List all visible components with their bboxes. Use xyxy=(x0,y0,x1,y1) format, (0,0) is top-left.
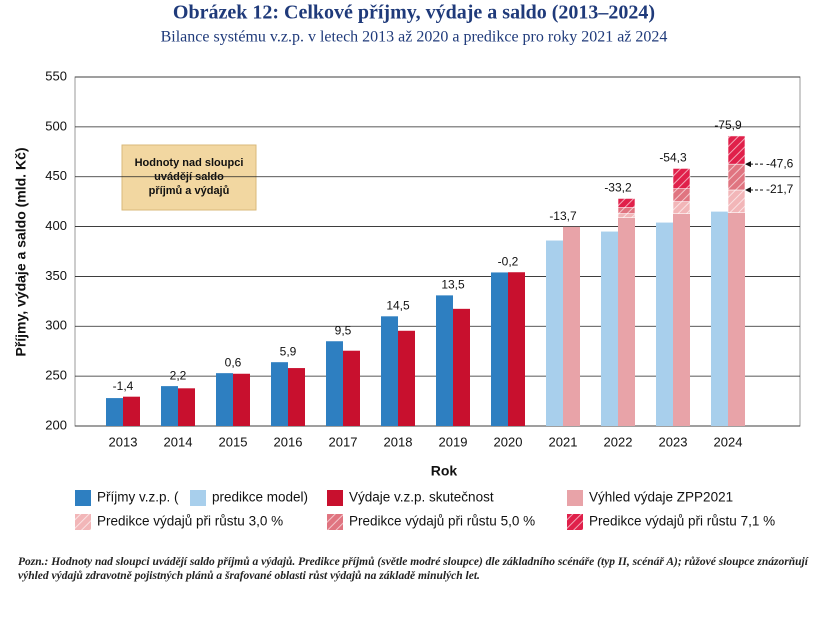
bar-segment xyxy=(178,388,195,426)
bar xyxy=(381,316,398,426)
bar-segment xyxy=(617,213,636,218)
annotation-label: -21,7 xyxy=(766,182,794,196)
annotation-label: -47,6 xyxy=(766,156,794,170)
y-tick-label: 450 xyxy=(45,168,67,183)
bar xyxy=(106,398,123,426)
bar-segment xyxy=(672,201,691,214)
bar-segment xyxy=(728,212,745,426)
x-tick-label: 2020 xyxy=(494,434,523,449)
x-tick-label: 2018 xyxy=(384,434,413,449)
bar xyxy=(491,272,508,426)
x-axis-label: Rok xyxy=(431,463,458,479)
legend-swatch xyxy=(327,490,343,506)
info-text: příjmů a výdajů xyxy=(149,185,230,197)
y-tick-label: 400 xyxy=(45,218,67,233)
bar-segment xyxy=(672,188,691,202)
y-tick-label: 300 xyxy=(45,318,67,333)
legend-label: Výhled výdaje ZPP2021 xyxy=(589,490,733,505)
data-label: 5,9 xyxy=(280,344,297,358)
legend-swatch xyxy=(567,514,583,530)
y-tick-label: 550 xyxy=(45,68,67,83)
bar-segment xyxy=(398,330,415,426)
bar-segment xyxy=(453,308,470,426)
x-tick-label: 2015 xyxy=(219,434,248,449)
info-text: Hodnoty nad sloupci xyxy=(135,157,244,169)
bar xyxy=(656,222,673,426)
footnote: Pozn.: Hodnoty nad sloupci uvádějí saldo… xyxy=(18,556,808,582)
bar xyxy=(436,295,453,426)
data-label: -33,2 xyxy=(604,181,632,195)
y-tick-label: 500 xyxy=(45,118,67,133)
y-tick-label: 350 xyxy=(45,268,67,283)
bar xyxy=(161,386,178,426)
y-tick-label: 250 xyxy=(45,368,67,383)
bar-segment xyxy=(727,135,746,165)
data-label: 14,5 xyxy=(386,298,410,312)
bar-segment xyxy=(233,373,250,426)
x-tick-label: 2022 xyxy=(604,434,633,449)
x-tick-label: 2019 xyxy=(439,434,468,449)
legend-label: Výdaje v.z.p. skutečnost xyxy=(349,490,494,505)
y-tick-label: 200 xyxy=(45,417,67,432)
data-label: 13,5 xyxy=(441,278,465,292)
chart-subtitle: Bilance systému v.z.p. v letech 2013 až … xyxy=(161,29,668,46)
bar-segment xyxy=(727,163,746,191)
bar-segment xyxy=(617,198,636,208)
bar-segment xyxy=(343,350,360,426)
bar-segment xyxy=(672,168,691,189)
legend-swatch xyxy=(567,490,583,506)
data-label: -0,2 xyxy=(498,254,519,268)
data-label: -13,7 xyxy=(549,209,577,223)
bar-segment xyxy=(563,226,580,426)
x-tick-label: 2021 xyxy=(549,434,578,449)
bar-segment xyxy=(618,217,635,426)
x-tick-label: 2023 xyxy=(659,434,688,449)
bar-segment xyxy=(123,396,140,426)
bar-segment xyxy=(288,368,305,426)
data-label: -1,4 xyxy=(113,379,134,393)
bar-segment xyxy=(727,189,746,213)
bar xyxy=(216,373,233,426)
x-tick-label: 2013 xyxy=(109,434,138,449)
x-tick-label: 2017 xyxy=(329,434,358,449)
legend-swatch xyxy=(190,490,206,506)
bar-segment xyxy=(508,272,525,426)
bar-segment xyxy=(673,213,690,426)
x-tick-label: 2016 xyxy=(274,434,303,449)
data-label: 9,5 xyxy=(335,323,352,337)
bar xyxy=(546,240,563,426)
data-label: -54,3 xyxy=(659,151,687,165)
x-tick-label: 2014 xyxy=(164,434,193,449)
data-label: 2,2 xyxy=(170,368,187,382)
data-label: -75,9 xyxy=(714,118,742,132)
info-box xyxy=(121,144,257,211)
legend-label: predikce model) xyxy=(212,490,308,505)
bar xyxy=(601,231,618,426)
legend-swatch xyxy=(327,514,343,530)
legend-label: Predikce výdajů při růstu 7,1 % xyxy=(589,514,775,529)
legend-label: Predikce výdajů při růstu 5,0 % xyxy=(349,514,535,529)
data-label: 0,6 xyxy=(225,355,242,369)
bar-segment xyxy=(617,207,636,214)
y-axis-label: Příjmy, výdaje a saldo (mld. Kč) xyxy=(13,147,29,356)
legend-swatch xyxy=(75,490,91,506)
bar xyxy=(711,211,728,426)
legend-label: Příjmy v.z.p. ( xyxy=(97,490,179,505)
legend-label: Predikce výdajů při růstu 3,0 % xyxy=(97,514,283,529)
x-tick-label: 2024 xyxy=(714,434,743,449)
bar xyxy=(271,362,288,426)
chart-title: Obrázek 12: Celkové příjmy, výdaje a sal… xyxy=(173,2,655,24)
bar xyxy=(326,341,343,426)
legend-swatch xyxy=(75,514,91,530)
